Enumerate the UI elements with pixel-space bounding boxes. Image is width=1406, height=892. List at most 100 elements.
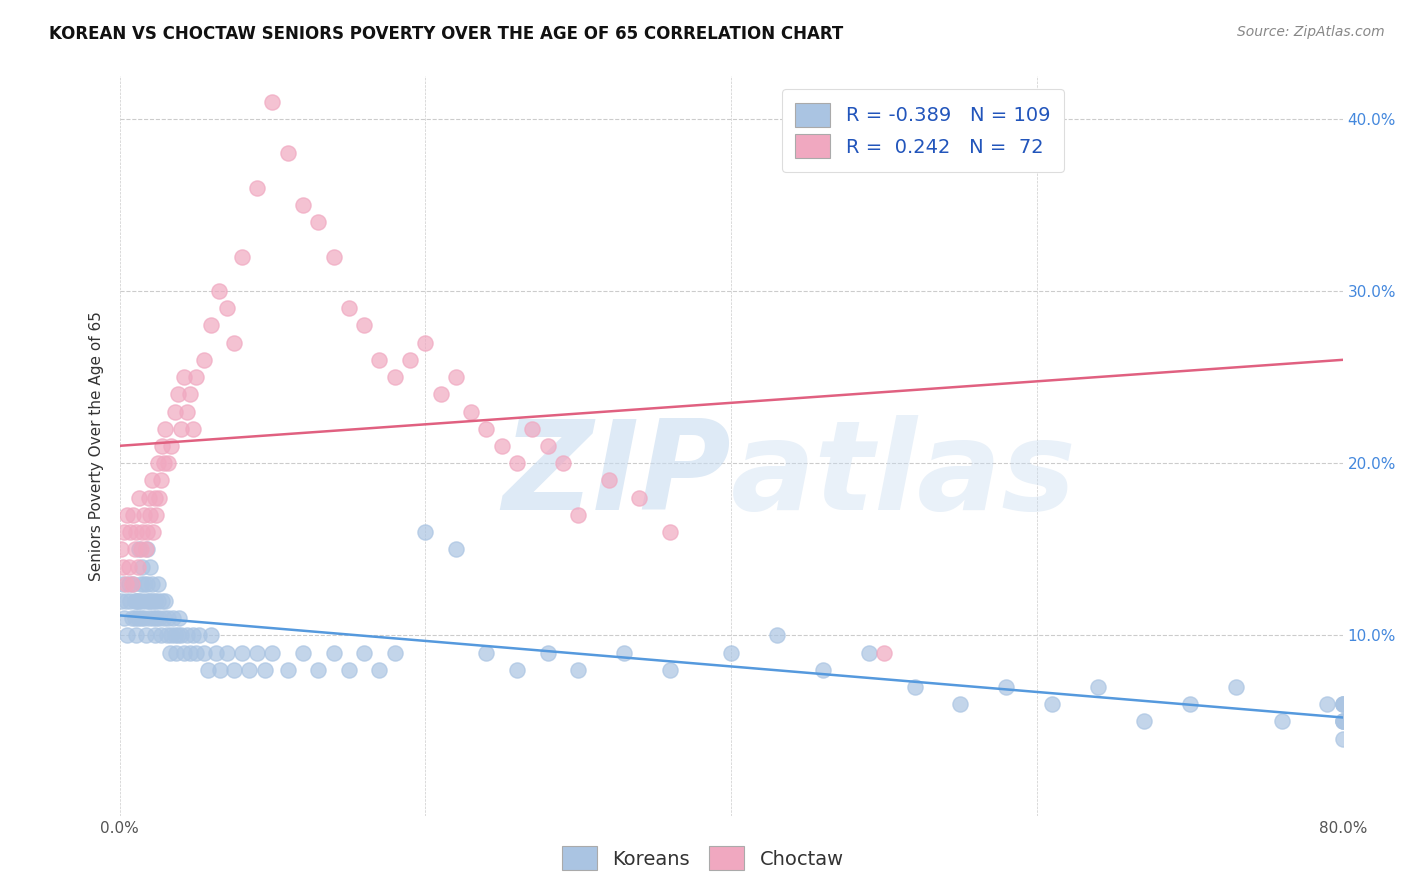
- Point: [111, 559, 134, 574]
- Point: [156, 628, 179, 642]
- Point: [353, 318, 375, 333]
- Point: [160, 439, 183, 453]
- Point: [153, 456, 176, 470]
- Point: [146, 456, 169, 470]
- Point: [215, 646, 238, 660]
- Point: [125, 525, 148, 540]
- Point: [124, 594, 146, 608]
- Point: [811, 663, 834, 677]
- Point: [136, 576, 159, 591]
- Point: [184, 646, 207, 660]
- Point: [1331, 698, 1354, 712]
- Point: [1087, 680, 1109, 694]
- Point: [858, 646, 880, 660]
- Point: [138, 594, 160, 608]
- Point: [184, 370, 207, 384]
- Point: [292, 646, 315, 660]
- Point: [173, 646, 195, 660]
- Point: [118, 576, 141, 591]
- Point: [215, 301, 238, 316]
- Point: [613, 646, 636, 660]
- Point: [246, 180, 269, 194]
- Point: [1331, 714, 1354, 729]
- Point: [121, 611, 143, 625]
- Point: [149, 474, 172, 488]
- Point: [136, 525, 159, 540]
- Point: [173, 370, 195, 384]
- Point: [1271, 714, 1294, 729]
- Point: [120, 525, 142, 540]
- Point: [475, 422, 498, 436]
- Point: [131, 525, 153, 540]
- Point: [551, 456, 574, 470]
- Point: [205, 646, 228, 660]
- Point: [139, 594, 162, 608]
- Point: [110, 594, 132, 608]
- Point: [193, 646, 215, 660]
- Point: [200, 318, 222, 333]
- Point: [200, 628, 222, 642]
- Point: [129, 576, 152, 591]
- Point: [142, 525, 165, 540]
- Point: [163, 404, 186, 418]
- Point: [139, 508, 162, 522]
- Text: ZIP: ZIP: [502, 415, 731, 536]
- Point: [1133, 714, 1156, 729]
- Point: [118, 559, 141, 574]
- Point: [224, 335, 246, 350]
- Point: [166, 387, 188, 401]
- Point: [143, 628, 166, 642]
- Legend: R = -0.389   N = 109, R =  0.242   N =  72: R = -0.389 N = 109, R = 0.242 N = 72: [782, 89, 1064, 171]
- Point: [169, 422, 191, 436]
- Point: [231, 250, 253, 264]
- Point: [134, 628, 156, 642]
- Point: [262, 646, 284, 660]
- Point: [153, 611, 176, 625]
- Point: [139, 559, 162, 574]
- Point: [125, 594, 148, 608]
- Point: [181, 422, 204, 436]
- Point: [157, 456, 180, 470]
- Point: [307, 663, 329, 677]
- Point: [143, 491, 166, 505]
- Point: [399, 352, 422, 367]
- Point: [146, 576, 169, 591]
- Point: [384, 646, 406, 660]
- Point: [141, 474, 163, 488]
- Point: [1331, 698, 1354, 712]
- Point: [142, 594, 165, 608]
- Point: [1040, 698, 1063, 712]
- Point: [253, 663, 276, 677]
- Text: atlas: atlas: [731, 415, 1077, 536]
- Point: [1316, 698, 1339, 712]
- Point: [114, 594, 136, 608]
- Point: [167, 611, 190, 625]
- Point: [413, 335, 436, 350]
- Point: [209, 663, 232, 677]
- Point: [522, 422, 544, 436]
- Point: [444, 370, 467, 384]
- Point: [165, 646, 187, 660]
- Point: [131, 594, 153, 608]
- Point: [413, 525, 436, 540]
- Point: [368, 352, 391, 367]
- Point: [1331, 731, 1354, 746]
- Point: [149, 628, 172, 642]
- Point: [537, 646, 560, 660]
- Point: [179, 646, 201, 660]
- Point: [429, 387, 451, 401]
- Point: [141, 576, 163, 591]
- Point: [129, 542, 152, 557]
- Point: [193, 352, 215, 367]
- Point: [277, 146, 299, 161]
- Point: [1331, 714, 1354, 729]
- Point: [124, 542, 146, 557]
- Point: [122, 576, 145, 591]
- Point: [197, 663, 219, 677]
- Point: [128, 491, 150, 505]
- Point: [127, 594, 149, 608]
- Point: [145, 508, 167, 522]
- Point: [150, 439, 173, 453]
- Point: [148, 491, 170, 505]
- Point: [159, 646, 181, 660]
